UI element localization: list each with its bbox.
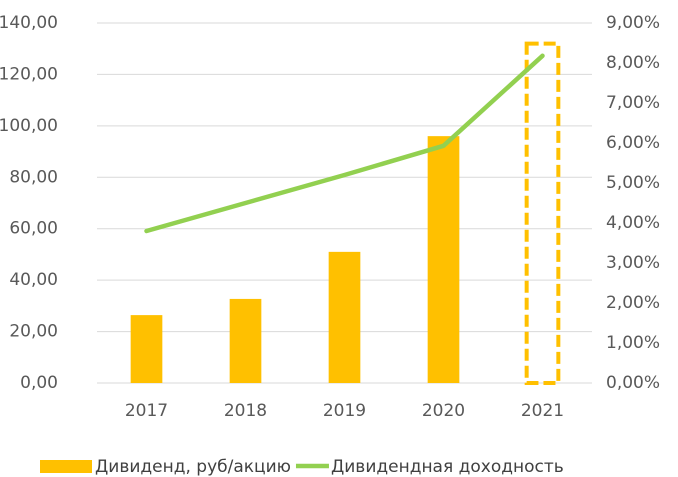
y2-tick-label: 7,00%	[606, 93, 660, 113]
y-tick-label: 0,00	[20, 373, 58, 393]
legend-label: Дивиденд, руб/акцию	[95, 457, 291, 477]
y2-tick-label: 6,00%	[606, 133, 660, 153]
x-tick-label: 2020	[422, 401, 465, 421]
x-tick-label: 2019	[323, 401, 366, 421]
bar	[130, 315, 163, 383]
y2-tick-label: 5,00%	[606, 173, 660, 193]
y2-tick-label: 9,00%	[606, 13, 660, 33]
legend: Дивиденд, руб/акцию Дивидендная доходност…	[40, 457, 564, 477]
x-tick-label: 2021	[521, 401, 564, 421]
bar	[229, 298, 262, 383]
y2-tick-label: 3,00%	[606, 253, 660, 273]
y-tick-label: 80,00	[9, 167, 58, 187]
y2-tick-label: 8,00%	[606, 53, 660, 73]
line	[144, 53, 545, 234]
y-tick-label: 100,00	[0, 116, 58, 136]
legend-label: Дивидендная доходность	[331, 457, 564, 477]
y2-tick-label: 0,00%	[606, 373, 660, 393]
legend-swatch	[40, 460, 92, 473]
x-tick-label: 2018	[224, 401, 267, 421]
bar	[427, 136, 460, 383]
bar	[524, 41, 561, 385]
y2-tick-label: 2,00%	[606, 293, 660, 313]
y2-tick-label: 4,00%	[606, 213, 660, 233]
y-tick-label: 40,00	[9, 270, 58, 290]
bar	[328, 251, 361, 383]
y-tick-label: 60,00	[9, 219, 58, 239]
y-tick-label: 120,00	[0, 64, 58, 84]
x-tick-label: 2017	[125, 401, 168, 421]
y2-tick-label: 1,00%	[606, 333, 660, 353]
y-tick-label: 20,00	[9, 322, 58, 342]
y-tick-label: 140,00	[0, 13, 58, 33]
